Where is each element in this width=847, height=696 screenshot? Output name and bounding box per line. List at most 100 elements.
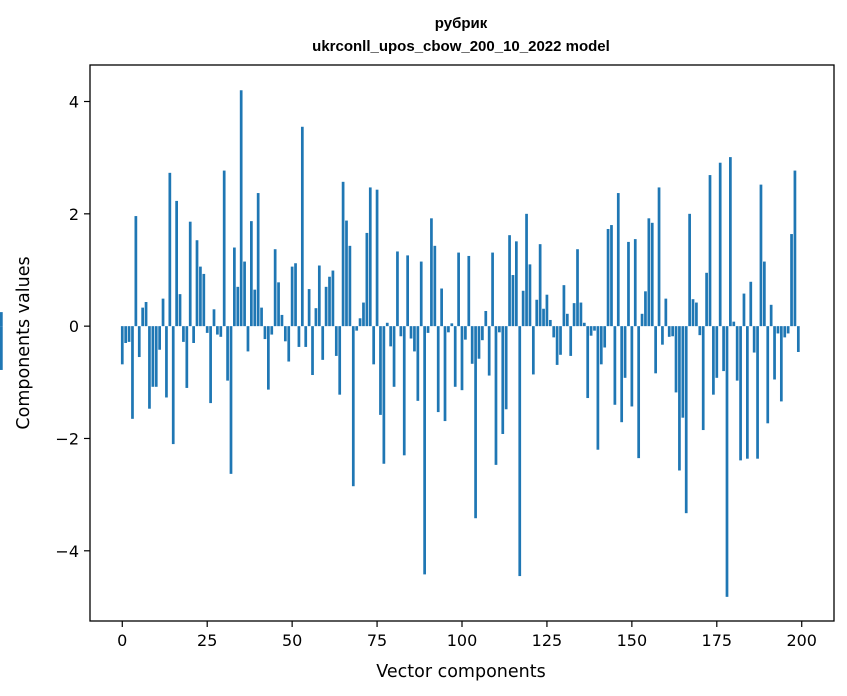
bar-29 (219, 326, 223, 337)
bar-59 (321, 326, 325, 360)
y-tick-label: 0 (69, 317, 79, 336)
bar-12 (161, 298, 165, 327)
bar-176 (718, 162, 722, 327)
bar-43 (267, 326, 270, 390)
bar-142 (603, 326, 607, 348)
bar-178 (725, 326, 729, 597)
chart-title: рубрик (435, 15, 488, 32)
bar-7 (144, 302, 148, 327)
bar-163 (674, 326, 678, 393)
bar-93 (436, 326, 440, 413)
bar-115 (511, 275, 515, 327)
bar-42 (263, 326, 267, 340)
bar-63 (334, 326, 338, 356)
bar-108 (487, 326, 491, 376)
bar-60 (324, 286, 328, 327)
bar-4 (134, 216, 138, 327)
bar-182 (739, 326, 742, 461)
bar-184 (746, 326, 749, 459)
bar-47 (280, 314, 284, 327)
bar-141 (599, 326, 603, 365)
bar-26 (209, 326, 212, 404)
bar-113 (504, 326, 508, 410)
bar-31 (226, 326, 229, 381)
bar-197 (790, 234, 793, 327)
bar-53 (300, 126, 304, 327)
bar-127 (552, 326, 556, 338)
bar-121 (531, 326, 535, 375)
bar-190 (766, 326, 770, 424)
bar-110 (494, 326, 498, 465)
x-tick-label: 175 (702, 631, 733, 650)
bar-54 (304, 326, 308, 347)
plot-frame (89, 64, 835, 622)
bar-177 (722, 326, 725, 372)
bar-61 (328, 276, 331, 327)
bar-32 (229, 326, 233, 474)
bar-97 (450, 323, 454, 327)
bar-55 (307, 289, 311, 327)
bar-117 (518, 326, 522, 577)
bar-105 (477, 326, 481, 359)
bar-135 (579, 302, 583, 327)
bar-165 (681, 326, 685, 418)
bar-90 (426, 326, 430, 333)
bar-19 (185, 326, 189, 388)
bar-169 (695, 302, 698, 327)
bar-170 (698, 326, 702, 336)
bar-186 (752, 326, 756, 353)
bar-14 (168, 172, 172, 327)
x-axis-ticks: 0 25 50 75 100 125 150 175 200 (117, 621, 817, 650)
bar-34 (236, 286, 240, 327)
bar-56 (311, 326, 314, 376)
bar-46 (277, 282, 280, 327)
bar-23 (199, 266, 202, 327)
bar-18 (182, 326, 185, 342)
x-tick-label: 75 (367, 631, 387, 650)
bar-36 (243, 261, 246, 327)
bar-124 (542, 308, 545, 327)
bar-154 (644, 291, 647, 327)
bar-181 (735, 326, 739, 381)
bars-group (0, 90, 800, 597)
bar-189 (763, 261, 766, 327)
bar-149 (627, 241, 630, 327)
bar-111 (498, 326, 501, 333)
bar-100 (460, 326, 464, 391)
bar-98 (453, 326, 457, 387)
bar-78 (385, 322, 389, 327)
bar-66 (345, 220, 348, 327)
bar-88 (419, 261, 423, 327)
bar-133 (572, 303, 576, 327)
bar-171 (701, 326, 705, 431)
bar-71 (362, 302, 365, 327)
bar-138 (589, 326, 593, 336)
bar-187 (756, 326, 759, 459)
bar-44 (270, 326, 274, 335)
bar-151 (633, 239, 637, 327)
y-tick-label: 2 (69, 205, 79, 224)
bar-158 (657, 187, 661, 327)
bar-159 (661, 326, 664, 345)
bar-27 (212, 309, 216, 327)
bar-188 (759, 184, 763, 327)
bar-39 (253, 289, 257, 327)
bar-94 (440, 288, 443, 327)
x-tick-label: 0 (117, 631, 127, 650)
bar-undefined (0, 326, 3, 370)
chart-subtitle: ukrconll_upos_cbow_200_10_2022 model (312, 38, 610, 55)
bar-137 (586, 326, 590, 399)
bar-125 (545, 294, 549, 327)
bar-148 (623, 326, 627, 378)
bar-20 (188, 221, 192, 327)
bar-193 (776, 326, 780, 334)
bar-74 (372, 326, 376, 365)
bar-92 (433, 245, 437, 327)
bar-15 (171, 326, 175, 445)
bar-50 (290, 266, 294, 327)
bar-161 (667, 326, 671, 337)
bar-9 (151, 326, 155, 387)
bar-194 (779, 326, 783, 402)
bar-1 (124, 326, 128, 343)
